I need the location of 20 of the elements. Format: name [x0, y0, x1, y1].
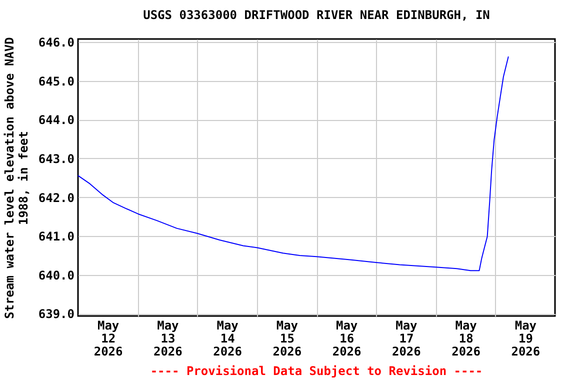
x-tick-label: May 17 2026 — [392, 318, 421, 358]
y-axis-title: Stream water level elevation above NAVD 1988, in feet — [2, 37, 30, 319]
y-tick-label: 642.0 — [38, 190, 74, 205]
x-tick-label: May 14 2026 — [213, 318, 242, 358]
y-tick-label: 639.0 — [38, 307, 74, 322]
y-tick-label: 645.0 — [38, 74, 74, 88]
x-tick-label: May 16 2026 — [332, 318, 362, 358]
line-series — [78, 56, 509, 272]
y-tick-label: 644.0 — [38, 113, 74, 128]
y-tick-label: 646.0 — [38, 36, 74, 50]
chart-title: USGS 03363000 DRIFTWOOD RIVER NEAR EDINBURGH, IN — [143, 8, 490, 22]
text: ---- Provisional Data Subject to Revision ---- — [149, 364, 484, 378]
x-tick-label: May 19 2026 — [511, 318, 540, 358]
y-tick-label: 643.0 — [38, 152, 74, 166]
y-tick-label: 640.0 — [38, 268, 74, 282]
x-tick-label: May 18 2026 — [452, 318, 481, 358]
x-tick-label: May 15 2026 — [272, 318, 302, 358]
x-tick-label: May 13 2026 — [153, 318, 182, 358]
y-tick-label: 641.0 — [38, 230, 74, 244]
x-tick-label: May 12 2026 — [94, 318, 123, 358]
